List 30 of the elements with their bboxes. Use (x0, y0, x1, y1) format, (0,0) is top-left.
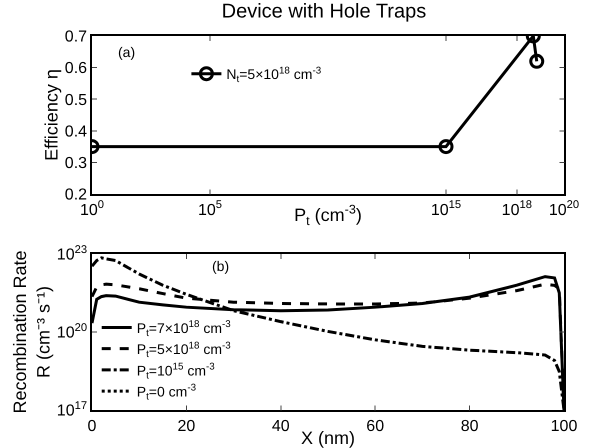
y-tick-label: 0.6 (64, 60, 88, 78)
legend-label: P$_{t}$=0 cm$^{-3}$ (136, 382, 197, 402)
chart-title: Device with Hole Traps (222, 0, 426, 22)
y-tick-label: 0.5 (64, 92, 88, 109)
y-tick-label: 0.7 (64, 28, 88, 46)
legend-label: P$_{t}$=10$^{15}$ cm$^{-3}$ (136, 361, 216, 382)
y-axis-title: Efficiency η (42, 69, 62, 161)
y-tick-label: 0.3 (64, 155, 88, 172)
x-tick-label: 100 (550, 418, 578, 435)
x-tick-label: 0 (88, 418, 97, 435)
legend-label: N$_{t}$=5×10$^{18}$ cm$^{-3}$ (226, 65, 322, 86)
x-tick-label: 60 (366, 418, 384, 435)
legend-label: P$_{t}$=5×10$^{18}$ cm$^{-3}$ (136, 340, 232, 360)
y-tick-label: 10$^{20}$ (56, 322, 88, 342)
x-tick-label: 10$^{15}$ (430, 199, 462, 219)
x-tick-label: 80 (460, 418, 479, 435)
y-axis-title: Recombination Rate R (cm⁻³ s⁻¹) (10, 250, 54, 414)
y-tick-label: 0.4 (64, 123, 88, 140)
y-tick-label: 10$^{23}$ (56, 244, 88, 264)
legend-label: P$_{t}$=7×10$^{18}$ cm$^{-3}$ (136, 319, 232, 339)
x-tick-label: 10$^{5}$ (198, 199, 222, 219)
y-tick-label: 10$^{17}$ (56, 400, 88, 420)
x-axis-title: P$_{t}$ (cm$^{-3}$) (294, 202, 362, 228)
x-tick-label: 10$^{20}$ (548, 199, 580, 219)
x-tick-label: 10$^{18}$ (502, 199, 532, 219)
annotation: (a) (118, 44, 136, 60)
annotation: (b) (212, 258, 230, 274)
x-tick-label: 40 (272, 418, 290, 435)
x-tick-label: 20 (178, 418, 196, 435)
x-axis-title: X (nm) (301, 428, 355, 448)
